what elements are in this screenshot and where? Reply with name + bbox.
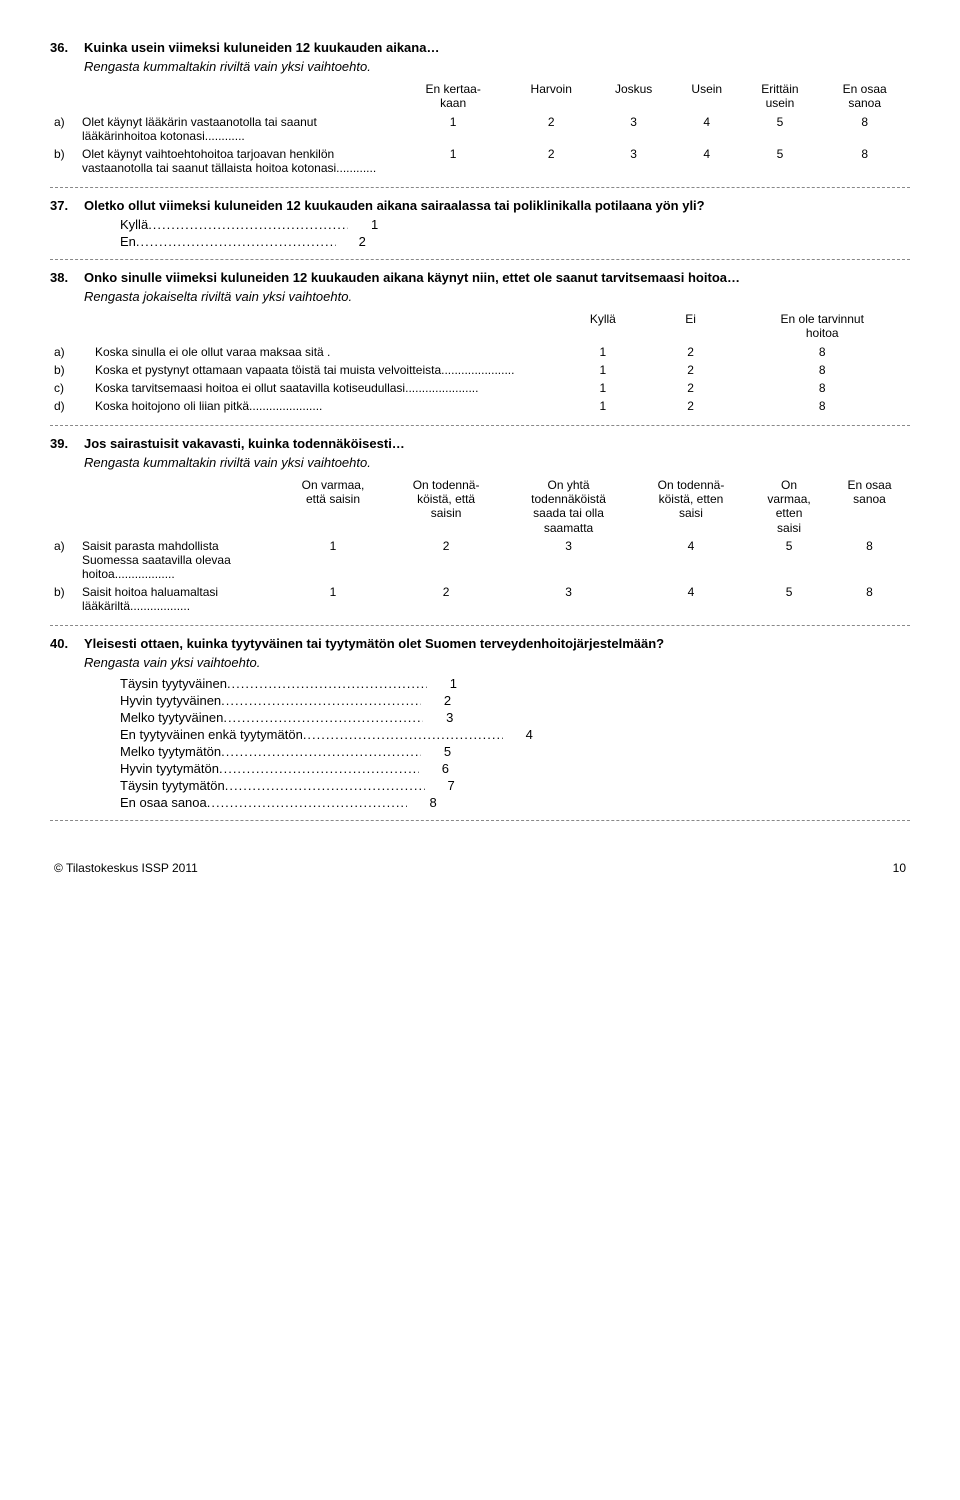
- q38-title: Onko sinulle viimeksi kuluneiden 12 kuuk…: [84, 270, 740, 285]
- footer-page-num: 10: [893, 861, 906, 875]
- divider: [50, 820, 910, 821]
- q39-h3: On todennä-köistä, ettensaisi: [633, 476, 749, 538]
- divider: [50, 187, 910, 188]
- q36-h0: En kertaa-kaan: [398, 80, 508, 113]
- divider: [50, 259, 910, 260]
- q37-num: 37.: [50, 198, 84, 213]
- q39-title: Jos sairastuisit vakavasti, kuinka toden…: [84, 436, 405, 451]
- q40-title: Yleisesti ottaen, kuinka tyytyväinen tai…: [84, 636, 664, 651]
- q38-table: Kyllä Ei En ole tarvinnuthoitoa a) Koska…: [50, 310, 910, 415]
- table-row: b) Olet käynyt vaihtoehtohoitoa tarjoava…: [50, 145, 910, 177]
- list-item: Täysin tyytyväinen......................…: [120, 676, 910, 691]
- list-item: En .....................................…: [120, 234, 910, 249]
- q36-h5: En osaasanoa: [819, 80, 910, 113]
- table-row: d) Koska hoitojono oli liian pitkä......…: [50, 397, 910, 415]
- q39-instr: Rengasta kummaltakin riviltä vain yksi v…: [84, 455, 910, 470]
- list-item: En osaa sanoa...........................…: [120, 795, 910, 810]
- q38-instr: Rengasta jokaiselta riviltä vain yksi va…: [84, 289, 910, 304]
- q36-h2: Joskus: [594, 80, 673, 113]
- table-row: b) Saisit hoitoa haluamaltasi lääkäriltä…: [50, 583, 910, 615]
- q36-num: 36.: [50, 40, 84, 55]
- q39-h5: En osaasanoa: [829, 476, 910, 538]
- question-38: 38. Onko sinulle viimeksi kuluneiden 12 …: [50, 270, 910, 415]
- q39-h2: On yhtätodennäköistäsaada tai ollasaamat…: [504, 476, 633, 538]
- q36-instr: Rengasta kummaltakin riviltä vain yksi v…: [84, 59, 910, 74]
- q38-h1: Ei: [647, 310, 735, 343]
- q39-h4: Onvarmaa,ettensaisi: [749, 476, 829, 538]
- q38-h2: En ole tarvinnuthoitoa: [734, 310, 910, 343]
- q36-r1-text: Olet käynyt vaihtoehtohoitoa tarjoavan h…: [82, 147, 336, 175]
- list-item: Melko tyytymätön........................…: [120, 744, 910, 759]
- q39-table: On varmaa,että saisin On todennä-köistä,…: [50, 476, 910, 616]
- list-item: En tyytyväinen enkä tyytymätön..........…: [120, 727, 910, 742]
- q36-h4: Erittäinusein: [740, 80, 819, 113]
- question-40: 40. Yleisesti ottaen, kuinka tyytyväinen…: [50, 636, 910, 810]
- question-37: 37. Oletko ollut viimeksi kuluneiden 12 …: [50, 198, 910, 249]
- question-39: 39. Jos sairastuisit vakavasti, kuinka t…: [50, 436, 910, 616]
- table-row: c) Koska tarvitsemaasi hoitoa ei ollut s…: [50, 379, 910, 397]
- q36-h1: Harvoin: [508, 80, 594, 113]
- q38-num: 38.: [50, 270, 84, 285]
- table-row: b) Koska et pystynyt ottamaan vapaata tö…: [50, 361, 910, 379]
- question-36: 36. Kuinka usein viimeksi kuluneiden 12 …: [50, 40, 910, 177]
- q37-title: Oletko ollut viimeksi kuluneiden 12 kuuk…: [84, 198, 705, 213]
- table-row: a) Olet käynyt lääkärin vastaanotolla ta…: [50, 113, 910, 145]
- q40-num: 40.: [50, 636, 84, 651]
- q38-h0: Kyllä: [559, 310, 647, 343]
- q36-title: Kuinka usein viimeksi kuluneiden 12 kuuk…: [84, 40, 439, 55]
- q40-instr: Rengasta vain yksi vaihtoehto.: [84, 655, 910, 670]
- q36-table: En kertaa-kaan Harvoin Joskus Usein Erit…: [50, 80, 910, 177]
- table-row: a) Koska sinulla ei ole ollut varaa maks…: [50, 343, 910, 361]
- divider: [50, 425, 910, 426]
- divider: [50, 625, 910, 626]
- q39-num: 39.: [50, 436, 84, 451]
- q36-h3: Usein: [673, 80, 740, 113]
- table-row: a) Saisit parasta mahdollista Suomessa s…: [50, 537, 910, 583]
- page-footer: © Tilastokeskus ISSP 2011 10: [50, 861, 910, 875]
- list-item: Hyvin tyytyväinen.......................…: [120, 693, 910, 708]
- list-item: Kyllä ..................................…: [120, 217, 910, 232]
- list-item: Täysin tyytymätön.......................…: [120, 778, 910, 793]
- list-item: Melko tyytyväinen.......................…: [120, 710, 910, 725]
- q36-r0-text: Olet käynyt lääkärin vastaanotolla tai s…: [82, 115, 317, 143]
- footer-left: © Tilastokeskus ISSP 2011: [54, 861, 198, 875]
- q39-h0: On varmaa,että saisin: [278, 476, 388, 538]
- q39-h1: On todennä-köistä, ettäsaisin: [388, 476, 504, 538]
- list-item: Hyvin tyytymätön........................…: [120, 761, 910, 776]
